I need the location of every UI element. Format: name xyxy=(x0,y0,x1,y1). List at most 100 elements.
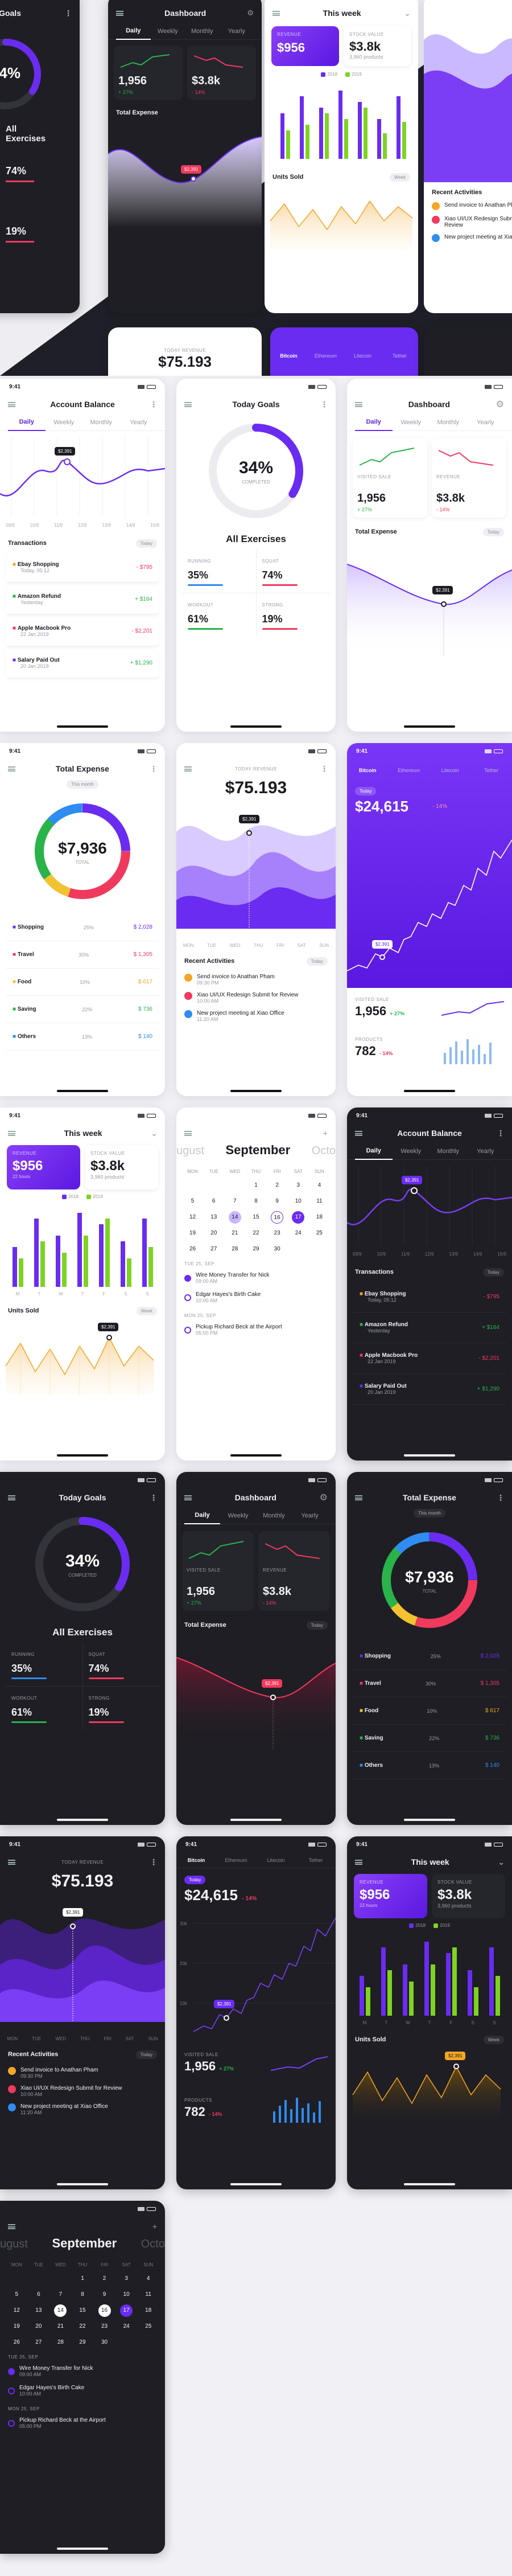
tab-tether[interactable]: Tether xyxy=(484,768,499,773)
calendar-day[interactable]: 18 xyxy=(145,2307,152,2314)
calendar-day[interactable]: 14 xyxy=(228,1211,241,1224)
prev-month[interactable]: ugust xyxy=(176,1145,204,1157)
calendar-day[interactable]: 29 xyxy=(253,1246,259,1252)
calendar-day[interactable]: 25 xyxy=(145,2323,152,2329)
calendar-day[interactable]: 23 xyxy=(101,2323,108,2329)
exercise-workout[interactable]: WORKOUT 61% xyxy=(182,593,256,637)
expense-row[interactable]: ■ Food 10% $ 617 xyxy=(6,969,159,996)
expense-row[interactable]: ■ Others 13% $ 140 xyxy=(353,1752,506,1779)
tab-weekly[interactable]: Weekly xyxy=(53,419,75,426)
crypto-visited-card[interactable]: VISITED SALE 1,956 + 27% xyxy=(176,2049,336,2094)
calendar-day[interactable]: 28 xyxy=(232,1246,238,1252)
gear-icon[interactable]: ⚙ xyxy=(496,400,504,409)
tab-bitcoin[interactable]: Bitcoin xyxy=(280,353,298,359)
expense-period[interactable]: This month xyxy=(67,780,98,789)
gear-icon[interactable]: ⚙ xyxy=(319,1493,328,1503)
calendar-day[interactable]: 12 xyxy=(13,2307,20,2314)
add-icon[interactable]: + xyxy=(152,2222,157,2231)
tab-monthly[interactable]: Monthly xyxy=(263,1512,285,1519)
more-icon[interactable]: ⋮ xyxy=(64,8,72,18)
crypto-visited-card[interactable]: VISITED SALE 1,956 + 27% xyxy=(347,988,512,1033)
crypto-products-card[interactable]: PRODUCTS 782 - 14% xyxy=(176,2094,336,2140)
calendar-day[interactable]: 10 xyxy=(123,2291,130,2298)
tab-daily[interactable]: Daily xyxy=(184,1507,220,1524)
tab-bitcoin[interactable]: Bitcoin xyxy=(359,768,377,773)
event-item[interactable]: Pickup Richard Beck at the Airport 05:00 … xyxy=(0,2414,165,2433)
calendar-day[interactable]: 16 xyxy=(98,2304,111,2317)
calendar-day[interactable]: 6 xyxy=(212,1198,216,1204)
week-stock-card[interactable]: STOCK VALUE $3.8k 3,960 products xyxy=(85,1145,158,1189)
calendar-day[interactable]: 30 xyxy=(274,1246,280,1252)
calendar-day[interactable]: 20 xyxy=(210,1230,217,1236)
calendar-day[interactable]: 21 xyxy=(232,1230,238,1236)
crypto-period[interactable]: Today xyxy=(184,1876,206,1884)
tab-yearly[interactable]: Yearly xyxy=(477,1147,494,1155)
transaction-row[interactable]: ■ Amazon Refund Yesterday + $164 xyxy=(353,1312,506,1343)
calendar-day[interactable]: 8 xyxy=(254,1198,258,1204)
calendar-day[interactable]: 12 xyxy=(189,1214,196,1220)
tab-weekly[interactable]: Weekly xyxy=(157,27,178,35)
calendar-day[interactable]: 9 xyxy=(275,1198,279,1204)
expense-row[interactable]: ■ Saving 22% $ 736 xyxy=(6,996,159,1023)
calendar-day[interactable]: 21 xyxy=(57,2323,64,2329)
calendar-day[interactable]: 23 xyxy=(274,1230,280,1236)
calendar-day[interactable]: 30 xyxy=(101,2339,108,2345)
calendar-day[interactable]: 14 xyxy=(54,2304,67,2317)
calendar-day[interactable]: 11 xyxy=(145,2291,151,2298)
activity-item[interactable]: New project meeting at Xiao Office 11:20 … xyxy=(176,1007,336,1026)
week-stock-card[interactable]: STOCK VALUE $3.8k 3,960 products xyxy=(432,1874,505,1918)
hero-units-pill[interactable]: Week xyxy=(389,173,410,182)
calendar-day[interactable]: 1 xyxy=(254,1182,258,1188)
exercise-squat[interactable]: SQUAT 74% xyxy=(82,1643,159,1686)
more-icon[interactable]: ⋮ xyxy=(149,1857,158,1867)
tab-yearly[interactable]: Yearly xyxy=(301,1512,319,1519)
event-item[interactable]: Edgar Hayes's Birth Cake 10:00 AM xyxy=(176,1288,336,1307)
expense-row[interactable]: ■ Travel 30% $ 1,305 xyxy=(353,1670,506,1697)
menu-icon[interactable] xyxy=(184,401,192,407)
week-revenue-card[interactable]: REVENUE $956 22 hours xyxy=(354,1874,427,1918)
transaction-row[interactable]: ■ Amazon Refund Yesterday + $164 xyxy=(6,585,159,614)
menu-icon[interactable] xyxy=(8,1495,15,1500)
exercise-running[interactable]: RUNNING 35% xyxy=(6,1643,82,1686)
tab-ethereum[interactable]: Ethereum xyxy=(314,353,337,359)
calendar-day[interactable]: 6 xyxy=(37,2291,40,2298)
calendar-day[interactable]: 13 xyxy=(210,1214,217,1220)
exercise-squat[interactable]: SQUAT 74% xyxy=(256,549,330,593)
calendar-day[interactable]: 18 xyxy=(316,1214,323,1220)
tab-tether[interactable]: Tether xyxy=(308,1857,323,1863)
tab-monthly[interactable]: Monthly xyxy=(90,419,113,426)
units-filter[interactable]: Week xyxy=(483,2035,504,2044)
menu-icon[interactable] xyxy=(355,401,362,407)
transactions-filter[interactable]: Today xyxy=(135,539,157,548)
event-item[interactable]: Wire Money Transfer for Nick 09:00 AM xyxy=(176,1269,336,1288)
tab-monthly[interactable]: Monthly xyxy=(437,1147,460,1155)
calendar-day[interactable]: 22 xyxy=(253,1230,259,1236)
exercise-running[interactable]: RUNNING 35% xyxy=(182,549,256,593)
tab-litecoin[interactable]: Litecoin xyxy=(441,768,459,773)
tab-monthly[interactable]: Monthly xyxy=(191,27,213,35)
tab-monthly[interactable]: Monthly xyxy=(437,419,460,426)
menu-icon[interactable] xyxy=(355,1859,362,1865)
more-icon[interactable]: ⋮ xyxy=(150,399,158,409)
calendar-day[interactable]: 17 xyxy=(120,2304,133,2317)
calendar-day[interactable]: 25 xyxy=(316,1230,323,1236)
more-icon[interactable]: ⋮ xyxy=(149,1492,158,1502)
expense-period[interactable]: This month xyxy=(414,1509,445,1517)
menu-icon[interactable] xyxy=(8,1130,15,1136)
tab-weekly[interactable]: Weekly xyxy=(400,419,422,426)
calendar-day[interactable]: 19 xyxy=(189,1230,196,1236)
event-item[interactable]: Wire Money Transfer for Nick 09:00 AM xyxy=(0,2362,165,2381)
event-item[interactable]: Pickup Richard Beck at the Airport 05:00 … xyxy=(176,1320,336,1340)
tab-litecoin[interactable]: Litecoin xyxy=(267,1857,285,1863)
dashboard-filter[interactable]: Today xyxy=(482,527,504,536)
calendar-day[interactable]: 27 xyxy=(35,2339,42,2345)
calendar-day[interactable]: 27 xyxy=(210,1246,217,1252)
more-icon[interactable]: ⋮ xyxy=(497,1128,505,1138)
activity-item[interactable]: Send invoice to Anathan Pham 09:30 PM xyxy=(176,971,336,989)
calendar-day[interactable]: 4 xyxy=(146,2275,150,2282)
transaction-row[interactable]: ■ Salary Paid Out 20 Jan 2019 + $1,290 xyxy=(6,649,159,678)
menu-icon[interactable] xyxy=(355,1130,362,1136)
tab-yearly[interactable]: Yearly xyxy=(228,27,245,35)
visited-sale-card[interactable]: VISITED SALE 1,956 + 27% xyxy=(182,1531,254,1611)
calendar-day[interactable]: 2 xyxy=(102,2275,106,2282)
